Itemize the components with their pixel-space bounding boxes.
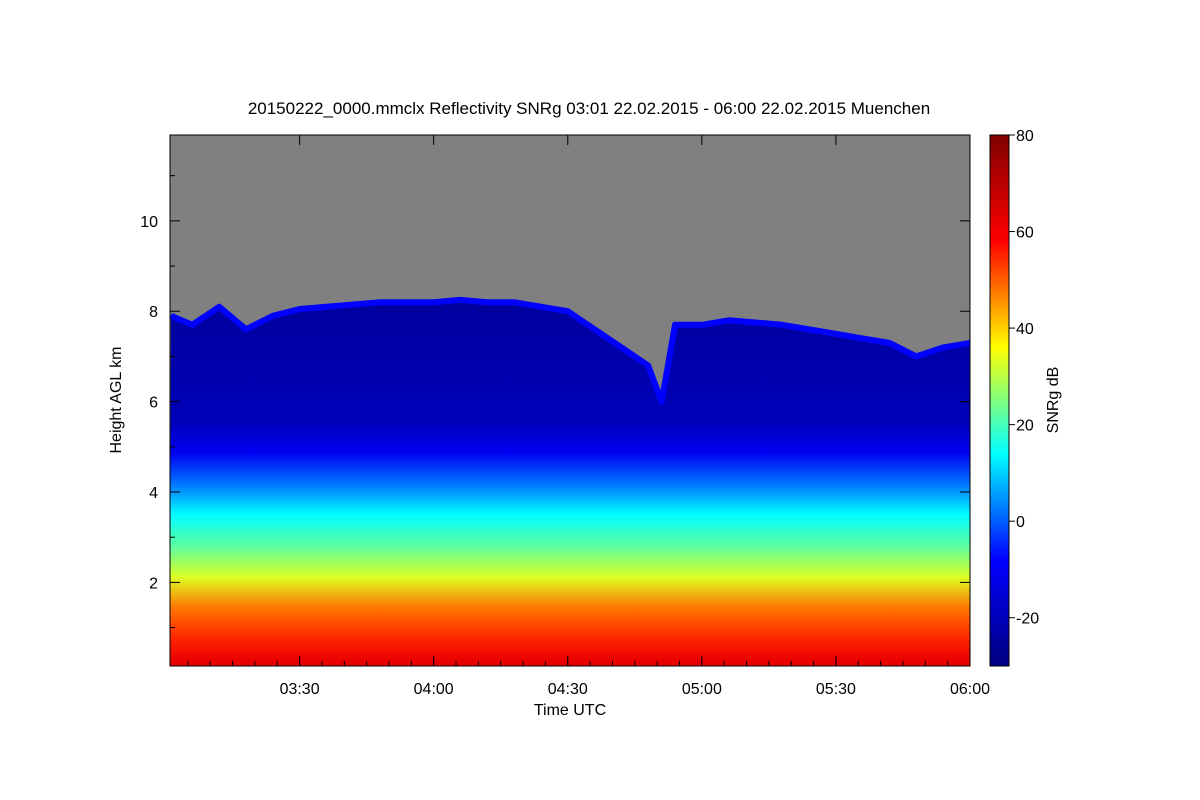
x-tick-label: 06:00	[950, 681, 990, 698]
cloud-top-edge	[170, 296, 970, 405]
y-tick-label: 6	[149, 395, 158, 412]
plot-area	[169, 134, 971, 667]
colorbar: -20 0 20 40 60 80 SNRg dB	[989, 128, 1062, 667]
plot-frame	[169, 134, 971, 667]
colorbar-tick-label: 20	[1016, 418, 1034, 435]
x-tick-label: 04:30	[548, 681, 588, 698]
y-axis: 2 4 6 8 10	[140, 175, 970, 629]
y-tick-label: 2	[149, 575, 158, 592]
x-tick-label: 05:30	[816, 681, 856, 698]
x-tick-label: 05:00	[682, 681, 722, 698]
y-tick-label: 10	[140, 214, 158, 231]
colorbar-tick-label: 0	[1016, 514, 1025, 531]
colorbar-tick-label: 80	[1016, 128, 1034, 145]
chart-title: 20150222_0000.mmclx Reflectivity SNRg 03…	[248, 99, 930, 118]
x-axis: 03:30 04:00 04:30 05:00 05:30 06:00	[187, 135, 990, 698]
y-tick-label: 8	[149, 304, 158, 321]
colorbar-tick-label: 40	[1016, 321, 1034, 338]
colorbar-tick-label: -20	[1016, 611, 1039, 628]
colorbar-gradient	[989, 134, 1010, 667]
x-tick-label: 03:30	[280, 681, 320, 698]
y-axis-label: Height AGL km	[108, 346, 125, 453]
colorbar-tick-label: 60	[1016, 225, 1034, 242]
colorbar-label: SNRg dB	[1045, 367, 1062, 434]
x-tick-label: 04:00	[414, 681, 454, 698]
x-axis-label: Time UTC	[534, 702, 606, 719]
reflectivity-field	[170, 299, 970, 666]
y-tick-label: 4	[149, 485, 158, 502]
